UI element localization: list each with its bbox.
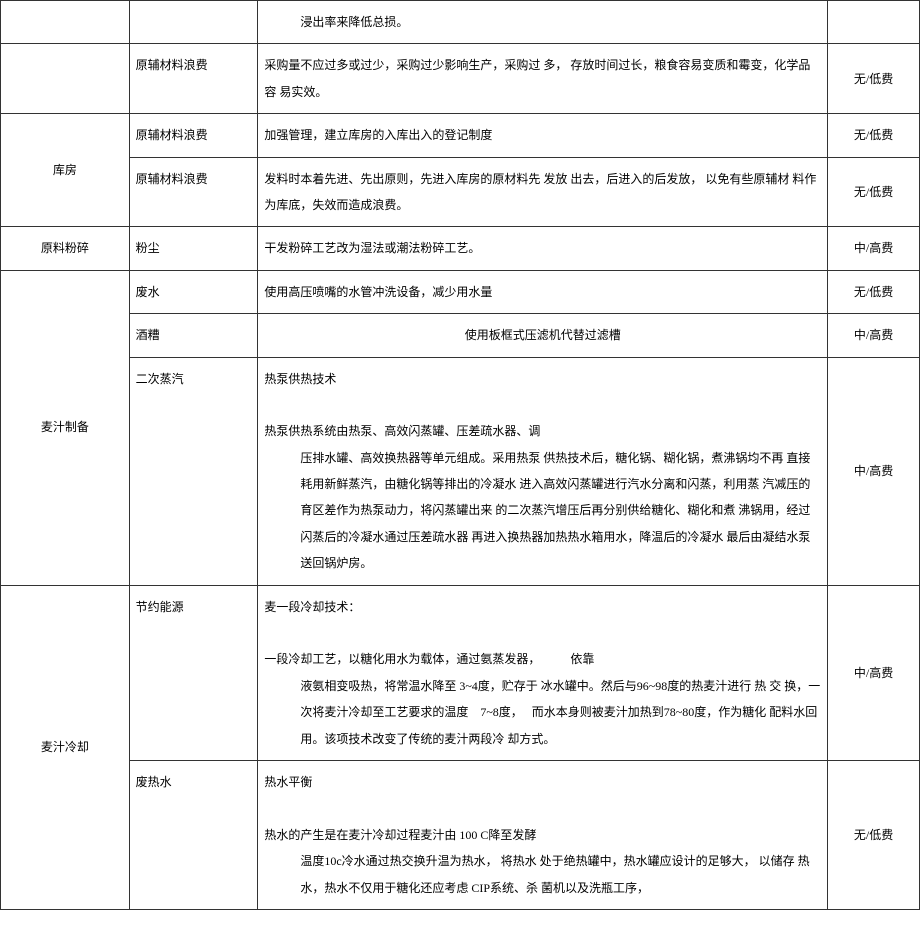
subcategory-cell: 原辅材料浪费 [129, 44, 258, 114]
cost-cell: 无/低费 [828, 760, 920, 909]
cost-cell: 中/高费 [828, 227, 920, 270]
description-cell: 干发粉碎工艺改为湿法或潮法粉碎工艺。 [258, 227, 828, 270]
cost-cell: 中/高费 [828, 314, 920, 357]
description-cell: 热水平衡热水的产生是在麦汁冷却过程麦汁由 100 C降至发酵温度10c冷水通过热… [258, 760, 828, 909]
process-table: 浸出率来降低总损。原辅材料浪费采购量不应过多或过少，采购过少影响生产，采购过 多… [0, 0, 920, 910]
subcategory-cell: 粉尘 [129, 227, 258, 270]
cost-cell: 无/低费 [828, 114, 920, 157]
table-row: 原料粉碎粉尘干发粉碎工艺改为湿法或潮法粉碎工艺。中/高费 [1, 227, 920, 270]
description-cell: 使用高压喷嘴的水管冲洗设备，减少用水量 [258, 270, 828, 313]
category-cell [1, 1, 130, 44]
category-cell: 麦汁冷却 [1, 585, 130, 909]
subcategory-cell: 废水 [129, 270, 258, 313]
cost-cell: 无/低费 [828, 157, 920, 227]
subcategory-cell: 废热水 [129, 760, 258, 909]
subcategory-cell: 节约能源 [129, 585, 258, 760]
category-cell: 麦汁制备 [1, 270, 130, 585]
description-cell: 使用板框式压滤机代替过滤槽 [258, 314, 828, 357]
table-row: 二次蒸汽热泵供热技术热泵供热系统由热泵、高效闪蒸罐、压差疏水器、调压排水罐、高效… [1, 357, 920, 585]
category-cell [1, 44, 130, 114]
table-row: 原辅材料浪费发料时本着先进、先出原则，先进入库房的原材料先 发放 出去，后进入的… [1, 157, 920, 227]
cost-cell: 无/低费 [828, 44, 920, 114]
category-cell: 库房 [1, 114, 130, 227]
cost-cell: 中/高费 [828, 585, 920, 760]
description-cell: 麦一段冷却技术：一段冷却工艺，以糖化用水为载体，通过氨蒸发器， 依靠液氨相变吸热… [258, 585, 828, 760]
subcategory-cell: 二次蒸汽 [129, 357, 258, 585]
table-row: 麦汁制备废水使用高压喷嘴的水管冲洗设备，减少用水量无/低费 [1, 270, 920, 313]
description-cell: 浸出率来降低总损。 [258, 1, 828, 44]
description-cell: 发料时本着先进、先出原则，先进入库房的原材料先 发放 出去，后进入的后发放， 以… [258, 157, 828, 227]
table-row: 酒糟使用板框式压滤机代替过滤槽中/高费 [1, 314, 920, 357]
cost-cell: 无/低费 [828, 270, 920, 313]
table-row: 库房原辅材料浪费加强管理，建立库房的入库出入的登记制度无/低费 [1, 114, 920, 157]
table-row: 浸出率来降低总损。 [1, 1, 920, 44]
table-row: 原辅材料浪费采购量不应过多或过少，采购过少影响生产，采购过 多， 存放时间过长，… [1, 44, 920, 114]
subcategory-cell: 原辅材料浪费 [129, 114, 258, 157]
cost-cell: 中/高费 [828, 357, 920, 585]
category-cell: 原料粉碎 [1, 227, 130, 270]
description-cell: 采购量不应过多或过少，采购过少影响生产，采购过 多， 存放时间过长，粮食容易变质… [258, 44, 828, 114]
table-row: 废热水热水平衡热水的产生是在麦汁冷却过程麦汁由 100 C降至发酵温度10c冷水… [1, 760, 920, 909]
subcategory-cell: 原辅材料浪费 [129, 157, 258, 227]
cost-cell [828, 1, 920, 44]
subcategory-cell [129, 1, 258, 44]
description-cell: 加强管理，建立库房的入库出入的登记制度 [258, 114, 828, 157]
description-cell: 热泵供热技术热泵供热系统由热泵、高效闪蒸罐、压差疏水器、调压排水罐、高效换热器等… [258, 357, 828, 585]
subcategory-cell: 酒糟 [129, 314, 258, 357]
table-row: 麦汁冷却节约能源麦一段冷却技术：一段冷却工艺，以糖化用水为载体，通过氨蒸发器， … [1, 585, 920, 760]
